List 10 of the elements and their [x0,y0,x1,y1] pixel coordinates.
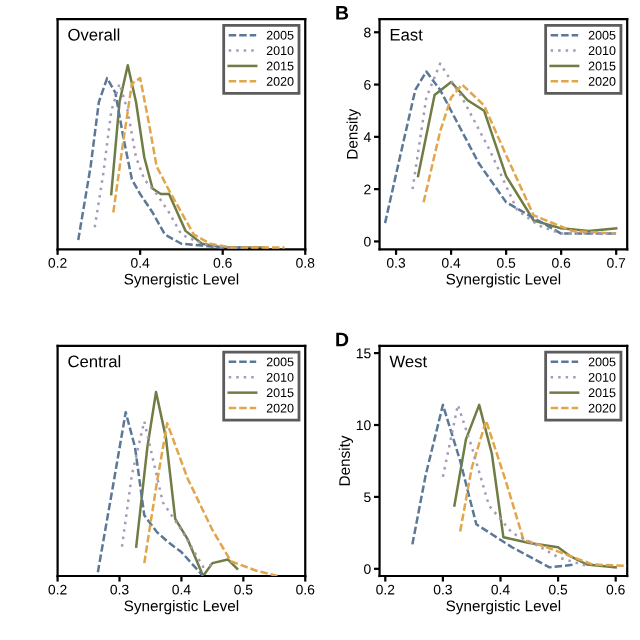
text: D [336,332,349,347]
chart-title: Overall [68,28,120,41]
line-series [411,403,577,569]
chart-title: Central [68,355,121,368]
line-series [458,419,628,568]
line-series [441,403,589,568]
line-series [453,403,617,569]
text: B [336,6,349,20]
chart-title: East [390,29,423,41]
chart-title: West [389,355,427,368]
